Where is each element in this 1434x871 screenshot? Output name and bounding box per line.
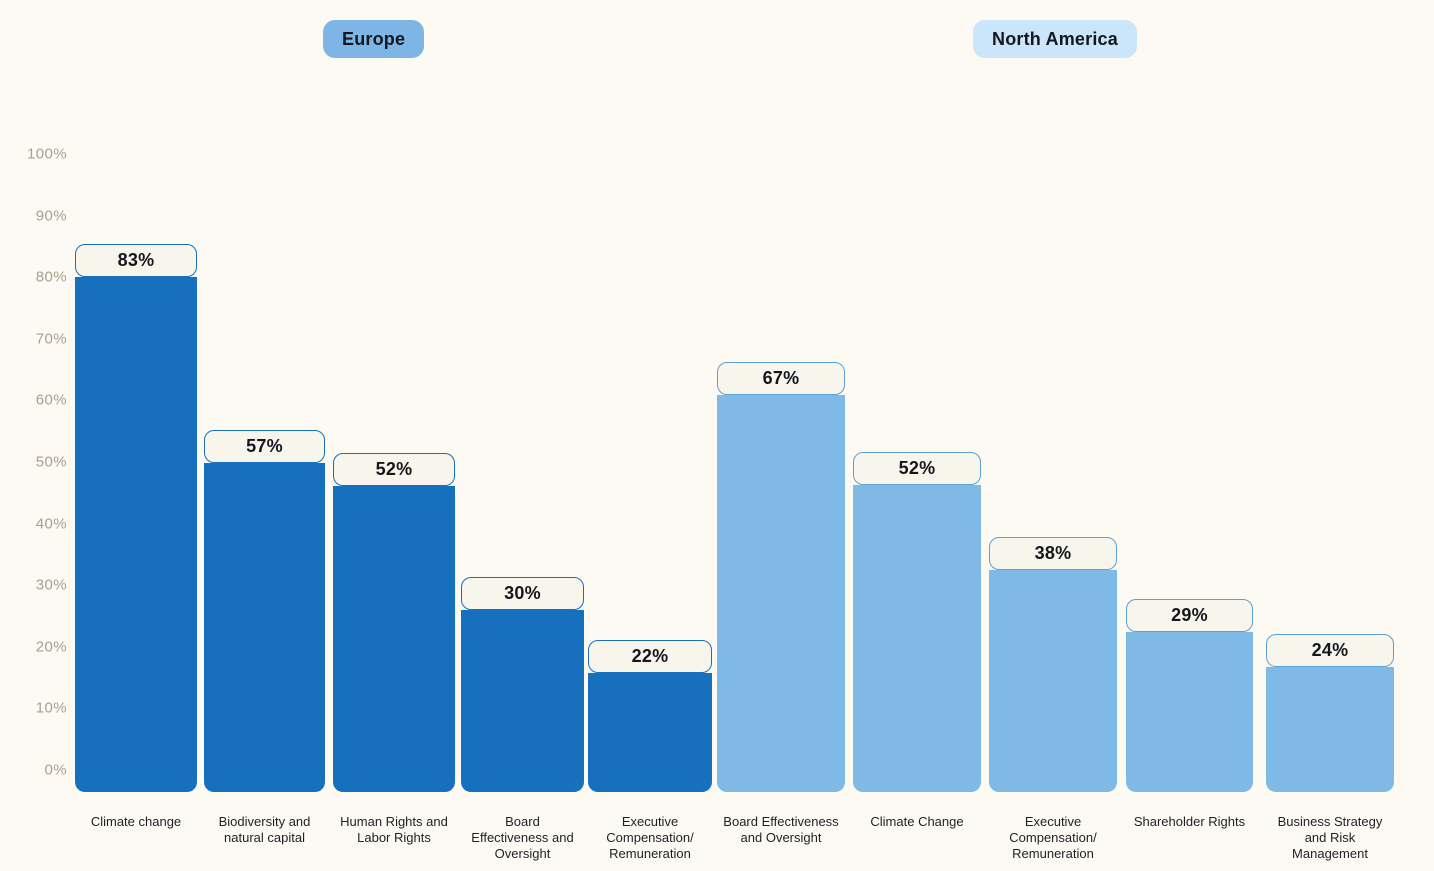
legend-pill-europe: Europe bbox=[323, 20, 425, 58]
legend-pill-north-america: North America bbox=[973, 20, 1137, 58]
category-label-north-america-executive-compensation-remuneration: Executive Compensation/ Remuneration bbox=[1009, 814, 1097, 861]
y-axis-label-60: 60% bbox=[35, 391, 67, 409]
y-axis-label-90: 90% bbox=[35, 207, 67, 225]
category-label-europe-biodiversity-and-natural-capital: Biodiversity and natural capital bbox=[218, 814, 311, 845]
y-axis-label-20: 20% bbox=[35, 638, 67, 656]
y-axis-label-0: 0% bbox=[44, 761, 67, 779]
value-label-europe-biodiversity-and-natural-capital: 57% bbox=[204, 430, 325, 463]
category-label-europe-human-rights-and-labor-rights: Human Rights and Labor Rights bbox=[340, 814, 448, 845]
value-label-north-america-climate-change: 52% bbox=[853, 452, 981, 485]
category-label-north-america-climate-change: Climate Change bbox=[870, 814, 964, 829]
category-label-europe-climate-change: Climate change bbox=[90, 814, 182, 829]
bar-europe-executive-compensation-remuneration bbox=[588, 673, 712, 792]
bar-north-america-executive-compensation-remuneration bbox=[989, 570, 1117, 792]
value-label-europe-board-effectiveness-and-oversight: 30% bbox=[461, 577, 584, 610]
category-label-europe-board-effectiveness-and-oversight: Board Effectiveness and Oversight bbox=[471, 814, 574, 861]
value-label-north-america-shareholder-rights: 29% bbox=[1126, 599, 1253, 632]
bar-north-america-board-effectiveness-and-oversight bbox=[717, 395, 845, 792]
bar-north-america-climate-change bbox=[853, 485, 981, 792]
bar-europe-board-effectiveness-and-oversight bbox=[461, 610, 584, 792]
y-axis-label-100: 100% bbox=[27, 145, 67, 163]
category-label-north-america-board-effectiveness-and-oversight: Board Effectiveness and Oversight bbox=[723, 814, 839, 845]
y-axis-label-70: 70% bbox=[35, 330, 67, 348]
value-label-north-america-executive-compensation-remuneration: 38% bbox=[989, 537, 1117, 570]
bar-europe-human-rights-and-labor-rights bbox=[333, 486, 455, 792]
bar-north-america-shareholder-rights bbox=[1126, 632, 1253, 792]
y-axis-label-50: 50% bbox=[35, 453, 67, 471]
category-label-north-america-shareholder-rights: Shareholder Rights bbox=[1133, 814, 1246, 829]
value-label-north-america-board-effectiveness-and-oversight: 67% bbox=[717, 362, 845, 395]
category-label-north-america-business-strategy-and-risk-management: Business Strategy and Risk Management bbox=[1277, 814, 1383, 861]
y-axis-label-80: 80% bbox=[35, 268, 67, 286]
value-label-europe-executive-compensation-remuneration: 22% bbox=[588, 640, 712, 673]
y-axis-label-10: 10% bbox=[35, 699, 67, 717]
y-axis-label-40: 40% bbox=[35, 515, 67, 533]
bar-north-america-business-strategy-and-risk-management bbox=[1266, 667, 1394, 792]
bar-europe-biodiversity-and-natural-capital bbox=[204, 463, 325, 792]
value-label-north-america-business-strategy-and-risk-management: 24% bbox=[1266, 634, 1394, 667]
value-label-europe-human-rights-and-labor-rights: 52% bbox=[333, 453, 455, 486]
category-label-europe-executive-compensation-remuneration: Executive Compensation/ Remuneration bbox=[606, 814, 694, 861]
y-axis-label-30: 30% bbox=[35, 576, 67, 594]
value-label-europe-climate-change: 83% bbox=[75, 244, 197, 277]
bar-europe-climate-change bbox=[75, 277, 197, 792]
